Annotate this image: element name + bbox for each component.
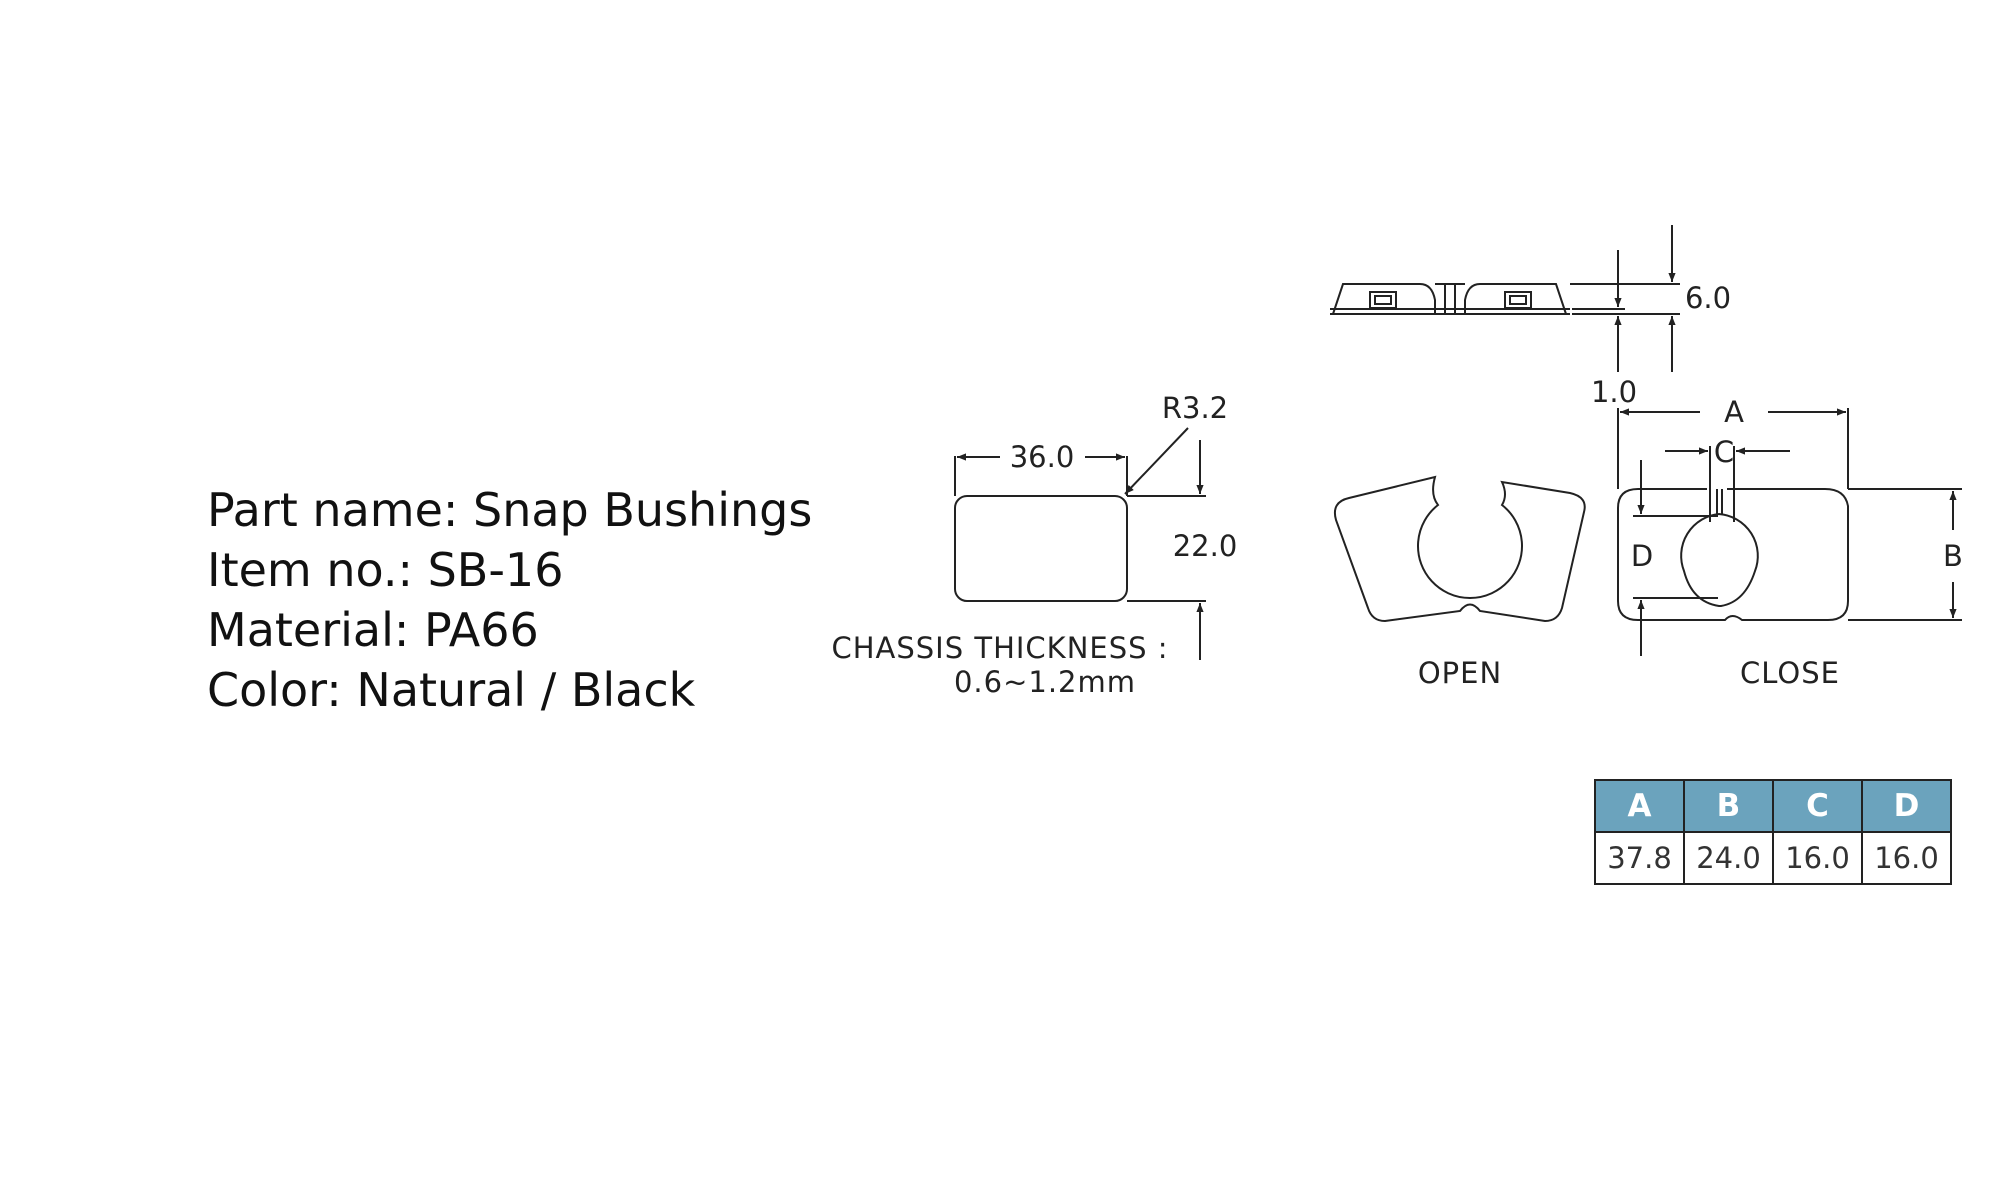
snap-latch-left	[1369, 291, 1397, 309]
table-cell: 37.8	[1594, 831, 1685, 885]
side-height-dimension: 6.0	[1685, 281, 1731, 315]
c-dimension-label: C	[1714, 435, 1734, 469]
chassis-thickness-label: CHASSIS THICKNESS :	[831, 631, 1168, 665]
snap-latch-right-inner	[1509, 295, 1527, 305]
panel-cutout-view	[954, 427, 1206, 660]
table-cell: 16.0	[1861, 831, 1952, 885]
flange-dimension: 1.0	[1591, 375, 1637, 409]
side-view	[1330, 225, 1680, 372]
snap-latch-left-inner	[1374, 295, 1392, 305]
table-cell: 24.0	[1683, 831, 1774, 885]
close-view	[1617, 408, 1962, 656]
table-header-cell: B	[1683, 779, 1774, 833]
open-bushing-outline	[1333, 475, 1586, 623]
close-center-hole	[1680, 512, 1759, 607]
side-profile-left	[1332, 283, 1436, 315]
open-label: OPEN	[1418, 656, 1502, 690]
radius-leader	[1124, 427, 1189, 495]
color: Color: Natural / Black	[207, 663, 696, 717]
a-dimension-label: A	[1724, 395, 1744, 429]
table-header-cell: A	[1594, 779, 1685, 833]
dimension-table: A B C D 37.8 24.0 16.0 16.0	[1594, 779, 1952, 885]
part-info: Part name: Snap Bushings Item no.: SB-16…	[207, 480, 812, 720]
close-label: CLOSE	[1740, 656, 1840, 690]
chassis-thickness-value: 0.6~1.2mm	[954, 665, 1136, 699]
b-dimension-label: B	[1943, 539, 1963, 573]
item-number: Item no.: SB-16	[207, 543, 564, 597]
d-dimension-label: D	[1631, 539, 1653, 573]
open-view	[1333, 475, 1586, 623]
table-header-cell: C	[1772, 779, 1863, 833]
width-dimension: 36.0	[1010, 440, 1075, 474]
table-cell: 16.0	[1772, 831, 1863, 885]
table-header-cell: D	[1861, 779, 1952, 833]
material: Material: PA66	[207, 603, 539, 657]
cutout-rectangle	[954, 495, 1128, 602]
part-name: Part name: Snap Bushings	[207, 483, 813, 537]
side-profile-right	[1464, 283, 1567, 315]
table-row: 37.8 24.0 16.0 16.0	[1594, 831, 1952, 885]
radius-dimension: R3.2	[1162, 391, 1228, 425]
close-bushing-outline	[1617, 488, 1849, 621]
height-dimension: 22.0	[1173, 529, 1238, 563]
snap-latch-right	[1504, 291, 1532, 309]
table-header-row: A B C D	[1594, 779, 1952, 833]
